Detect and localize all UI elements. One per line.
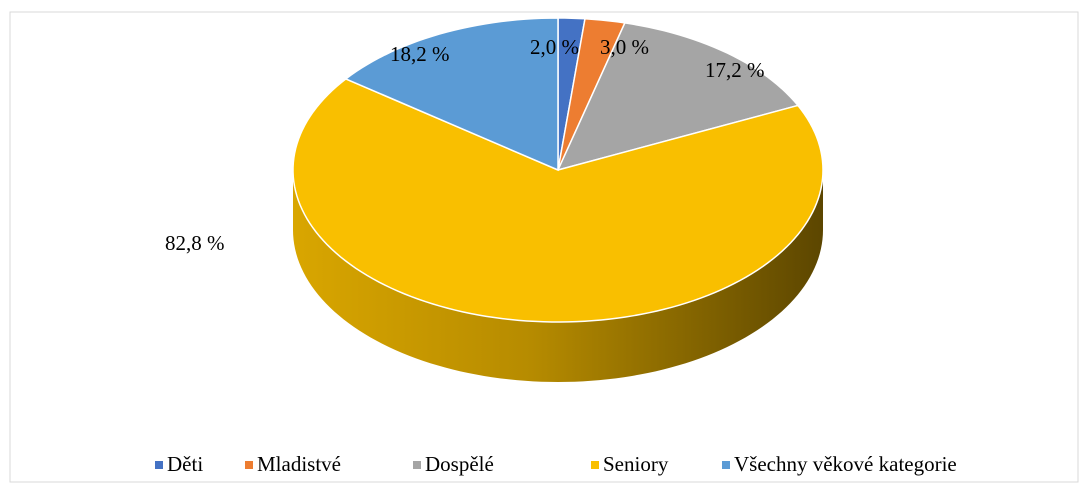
legend-label: Seniory xyxy=(603,452,669,476)
legend-label: Mladistvé xyxy=(257,452,341,476)
data-label: 2,0 % xyxy=(530,35,579,59)
legend-marker xyxy=(591,461,599,469)
legend-label: Všechny věkové kategorie xyxy=(734,452,957,476)
legend-marker xyxy=(245,461,253,469)
slice-side xyxy=(293,170,823,382)
slice xyxy=(292,78,824,323)
slice xyxy=(344,17,559,172)
legend-label: Dospělé xyxy=(425,452,494,476)
legend-marker xyxy=(722,461,730,469)
legend-marker xyxy=(413,461,421,469)
legend-label: Děti xyxy=(167,452,203,476)
data-label: 82,8 % xyxy=(165,231,225,255)
data-label: 18,2 % xyxy=(390,42,450,66)
data-label: 17,2 % xyxy=(705,58,765,82)
legend-marker xyxy=(155,461,163,469)
slice xyxy=(556,22,800,172)
data-label: 3,0 % xyxy=(600,35,649,59)
